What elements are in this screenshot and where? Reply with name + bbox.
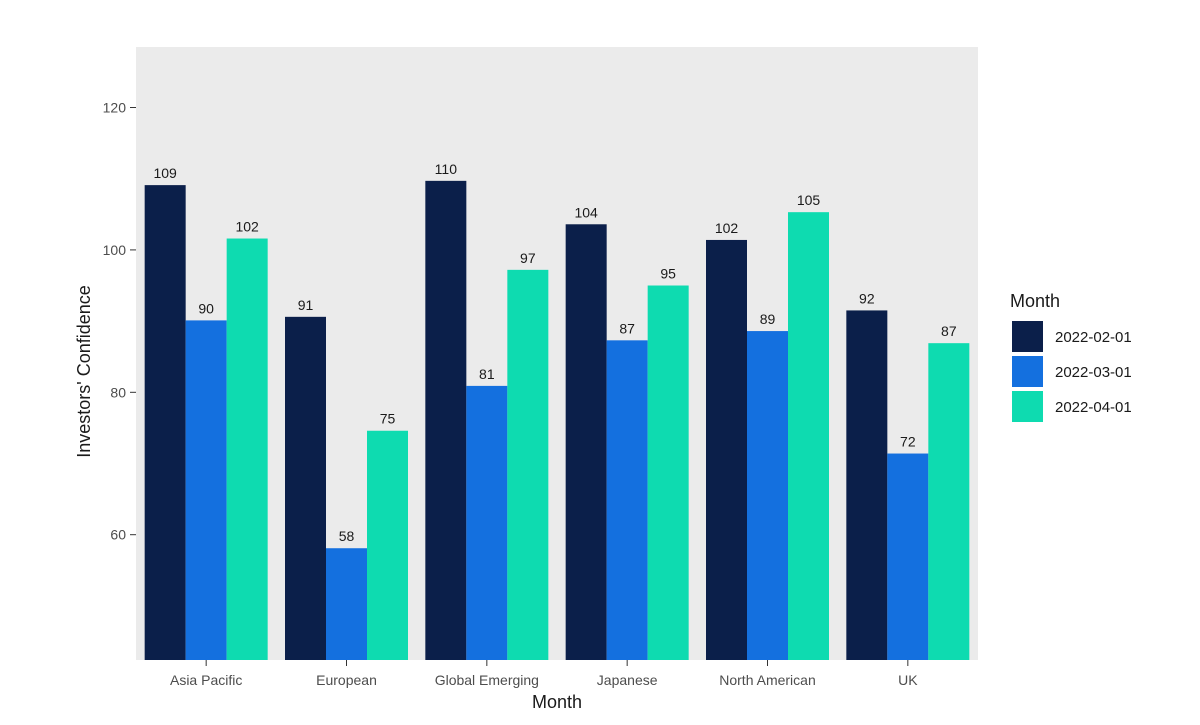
bar	[144, 185, 186, 660]
bar-value-label: 81	[479, 366, 495, 382]
bar	[606, 340, 648, 660]
bar-value-label: 104	[574, 204, 598, 220]
x-tick-label: European	[316, 672, 377, 688]
y-tick-label: 120	[103, 100, 127, 116]
bar-value-label: 90	[198, 300, 214, 316]
bar	[507, 269, 549, 660]
x-axis-title: Month	[532, 692, 582, 712]
legend-label: 2022-04-01	[1055, 399, 1132, 416]
bar	[185, 320, 227, 660]
bar	[326, 548, 367, 660]
x-tick-label: Japanese	[597, 672, 658, 688]
bar	[466, 385, 508, 660]
bar-value-label: 87	[941, 323, 957, 339]
bar	[747, 331, 788, 660]
bar	[887, 453, 929, 660]
legend-label: 2022-02-01	[1055, 329, 1132, 346]
y-axis: 60 80 100 120	[103, 100, 136, 543]
legend: Month 2022-02-01 2022-03-01 2022-04-01	[1010, 291, 1132, 422]
legend-key	[1012, 321, 1043, 352]
legend-key	[1012, 356, 1043, 387]
bar-labels-group: 109 90 102 91 58 75 110 81 97 104 87 95 102 89 105 92 72…	[153, 161, 956, 544]
bar-value-label: 91	[298, 297, 314, 313]
x-tick-label: UK	[898, 672, 918, 688]
bar	[425, 180, 467, 661]
bar	[367, 430, 408, 660]
x-tick-label: Asia Pacific	[170, 672, 242, 688]
bar-value-label: 95	[660, 266, 676, 282]
bar-value-label: 102	[235, 219, 259, 235]
bar-value-label: 102	[715, 220, 739, 236]
y-tick-label: 100	[103, 242, 127, 258]
plot-panel	[136, 47, 978, 660]
bar-value-label: 89	[760, 311, 776, 327]
bar-value-label: 92	[859, 290, 875, 306]
legend-key	[1012, 391, 1043, 422]
y-tick-label: 80	[110, 384, 126, 400]
x-axis: Asia Pacific European Global Emerging Japan…	[170, 660, 918, 688]
legend-title: Month	[1010, 291, 1060, 311]
bar-value-label: 75	[380, 411, 396, 427]
bar	[285, 316, 326, 660]
x-tick-label: North American	[719, 672, 815, 688]
bar	[565, 224, 607, 660]
x-tick-label: Global Emerging	[435, 672, 539, 688]
bar-value-label: 87	[619, 320, 635, 336]
bar	[647, 285, 689, 660]
y-tick-label: 60	[110, 527, 126, 543]
bar-value-label: 97	[520, 250, 536, 266]
bar-value-label: 105	[797, 192, 821, 208]
bar	[706, 239, 747, 660]
bar	[928, 343, 970, 660]
bar	[788, 212, 829, 660]
legend-label: 2022-03-01	[1055, 364, 1132, 381]
bar-value-label: 110	[435, 161, 458, 177]
bar	[226, 238, 268, 660]
bars-group	[144, 180, 970, 661]
bar	[846, 310, 888, 660]
y-axis-title: Investors' Confidence	[74, 285, 94, 458]
bar-value-label: 109	[153, 165, 177, 181]
bar-value-label: 72	[900, 434, 916, 450]
bar-value-label: 58	[339, 528, 355, 544]
